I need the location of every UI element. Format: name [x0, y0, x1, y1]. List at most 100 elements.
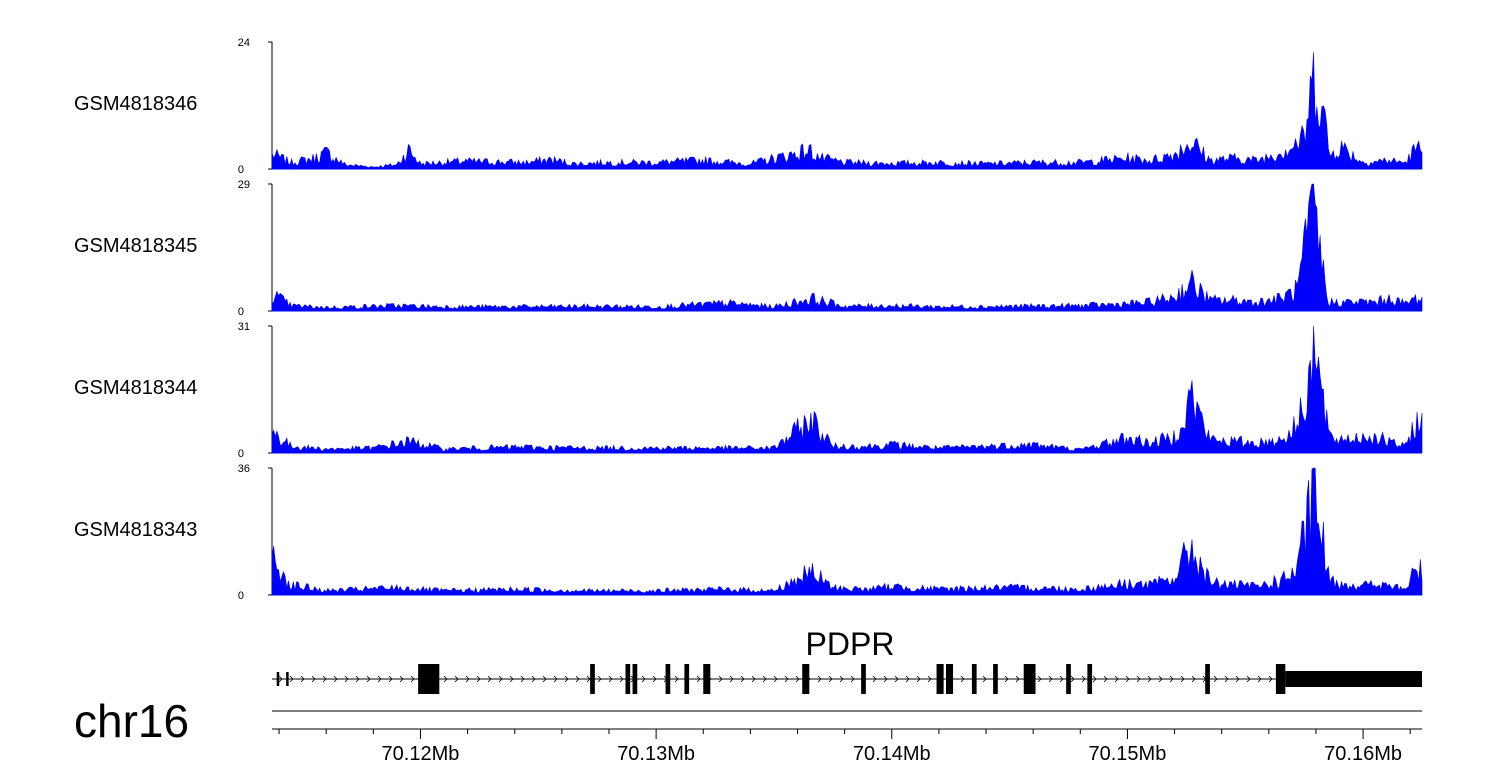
strand-arrow: [1015, 675, 1020, 683]
gene-exon: [1066, 664, 1071, 694]
strand-arrow: [1092, 675, 1097, 683]
coverage-area: [271, 52, 1423, 170]
strand-arrow: [839, 675, 844, 683]
track-ymax-label: 29: [238, 179, 250, 191]
track-ymax-label: 36: [238, 463, 250, 475]
strand-arrow: [465, 675, 470, 683]
strand-arrow: [872, 675, 877, 683]
strand-arrow: [960, 675, 965, 683]
strand-arrow: [289, 675, 294, 683]
strand-arrow: [729, 675, 734, 683]
strand-arrow: [564, 675, 569, 683]
strand-arrow: [1081, 675, 1086, 683]
strand-arrow: [1257, 675, 1262, 683]
strand-arrow: [1147, 675, 1152, 683]
gene-exon: [432, 664, 440, 694]
strand-arrow: [916, 675, 921, 683]
strand-arrow: [443, 675, 448, 683]
strand-arrow: [1224, 675, 1229, 683]
strand-arrow: [278, 675, 283, 683]
gene-exon: [802, 664, 810, 694]
strand-arrow: [718, 675, 723, 683]
strand-arrow: [1070, 675, 1075, 683]
strand-arrow: [1191, 675, 1196, 683]
strand-arrow: [366, 675, 371, 683]
strand-arrow: [1268, 675, 1273, 683]
track-ymin-label: 0: [238, 448, 244, 460]
strand-arrow: [575, 675, 580, 683]
strand-arrow: [1169, 675, 1174, 683]
gene-exon: [1087, 664, 1093, 694]
strand-arrow: [608, 675, 613, 683]
gene-exon: [625, 664, 631, 694]
coverage-area: [271, 325, 1423, 454]
gene-exon: [590, 664, 595, 694]
strand-arrow: [333, 675, 338, 683]
strand-arrow: [905, 675, 910, 683]
strand-arrow: [883, 675, 888, 683]
strand-arrow: [520, 675, 525, 683]
strand-arrow: [586, 675, 591, 683]
strand-arrow: [1037, 675, 1042, 683]
strand-arrow: [377, 675, 382, 683]
chromosome-label: chr16: [74, 695, 189, 747]
coverage-tracks: 24 0 GSM4818346 29 0 GSM4818345 31 0 GSM4818344 3…: [74, 37, 1423, 602]
strand-arrow: [597, 675, 602, 683]
strand-arrow: [894, 675, 899, 683]
strand-arrow: [674, 675, 679, 683]
gene-exon: [1205, 664, 1210, 694]
strand-arrow: [1103, 675, 1108, 683]
strand-arrow: [1180, 675, 1185, 683]
strand-arrow: [927, 675, 932, 683]
strand-arrow: [795, 675, 800, 683]
strand-arrow: [762, 675, 767, 683]
gene-exon: [1023, 664, 1036, 694]
gene-exon: [632, 664, 638, 694]
x-tick-label: 70.15Mb: [1089, 743, 1167, 765]
gene-exon: [945, 664, 954, 694]
gene-track: PDPR: [272, 626, 1422, 694]
track-ymin-label: 0: [238, 164, 244, 176]
strand-arrow: [476, 675, 481, 683]
gene-exon: [1275, 664, 1286, 694]
strand-arrow: [817, 675, 822, 683]
strand-arrow: [1125, 675, 1130, 683]
strand-arrow: [784, 675, 789, 683]
gene-exon: [936, 664, 944, 694]
strand-arrow: [388, 675, 393, 683]
strand-arrow: [652, 675, 657, 683]
x-tick-label: 70.12Mb: [382, 743, 460, 765]
gene-exon: [276, 672, 280, 686]
gene-name: PDPR: [806, 626, 895, 662]
strand-arrow: [322, 675, 327, 683]
track-label: GSM4818346: [74, 93, 197, 115]
track-ymin-label: 0: [238, 306, 244, 318]
strand-arrow: [751, 675, 756, 683]
strand-arrow: [498, 675, 503, 683]
track-ymin-label: 0: [238, 590, 244, 602]
strand-arrow: [1004, 675, 1009, 683]
strand-arrow: [696, 675, 701, 683]
strand-arrow: [1136, 675, 1141, 683]
strand-arrow: [1158, 675, 1163, 683]
strand-arrow: [1213, 675, 1218, 683]
gene-exon: [1285, 671, 1422, 687]
gene-exon: [861, 664, 866, 694]
track-ymax-label: 24: [238, 37, 250, 49]
strand-arrow: [300, 675, 305, 683]
strand-arrow: [740, 675, 745, 683]
track-ymax-label: 31: [238, 321, 250, 333]
strand-arrow: [1235, 675, 1240, 683]
gene-exon: [703, 664, 711, 694]
track-label: GSM4818343: [74, 519, 197, 541]
strand-arrow: [828, 675, 833, 683]
strand-arrow: [311, 675, 316, 683]
x-tick-label: 70.14Mb: [853, 743, 931, 765]
strand-arrow: [531, 675, 536, 683]
track-label: GSM4818345: [74, 235, 197, 257]
x-tick-label: 70.16Mb: [1324, 743, 1402, 765]
strand-arrow: [553, 675, 558, 683]
strand-arrow: [619, 675, 624, 683]
strand-arrow: [1114, 675, 1119, 683]
